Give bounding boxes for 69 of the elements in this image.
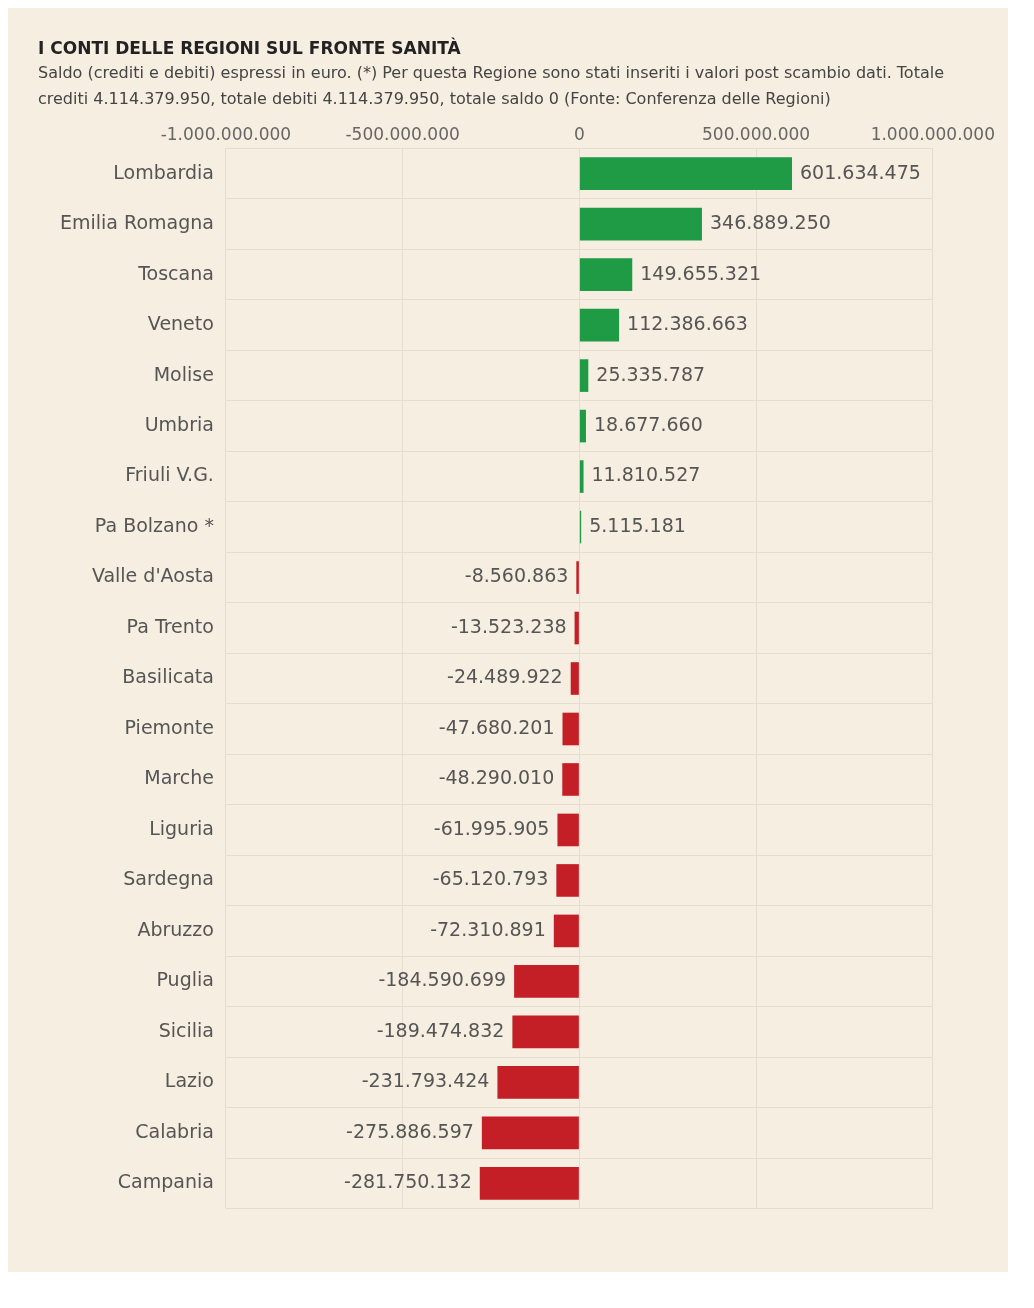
data-label: -72.310.891 bbox=[430, 917, 546, 940]
y-tick-label: Lazio bbox=[164, 1069, 214, 1092]
y-tick-label: Sardegna bbox=[123, 867, 214, 890]
data-label: -24.489.922 bbox=[447, 665, 563, 688]
data-label: 112.386.663 bbox=[627, 312, 748, 335]
bar bbox=[497, 1066, 579, 1099]
data-label: -281.750.132 bbox=[344, 1170, 472, 1193]
bar bbox=[481, 1116, 579, 1150]
bar bbox=[562, 763, 579, 796]
y-tick-label: Campania bbox=[117, 1170, 214, 1193]
data-label: 601.634.475 bbox=[800, 160, 921, 183]
y-tick-label: Molise bbox=[153, 362, 214, 385]
bar bbox=[579, 359, 589, 392]
x-tick-label: 500.000.000 bbox=[702, 123, 811, 144]
bar bbox=[579, 460, 584, 493]
data-label: -65.120.793 bbox=[432, 867, 549, 890]
bar bbox=[562, 712, 579, 746]
data-label: 149.655.321 bbox=[640, 261, 762, 284]
data-label: -48.290.010 bbox=[438, 766, 555, 789]
data-label: -231.793.424 bbox=[361, 1069, 490, 1092]
bar bbox=[556, 864, 579, 897]
bar bbox=[557, 813, 579, 847]
y-tick-label: Puglia bbox=[156, 968, 214, 991]
y-tick-label: Pa Trento bbox=[126, 614, 214, 637]
bar bbox=[574, 611, 579, 645]
y-tick-label: Calabria bbox=[135, 1119, 214, 1142]
bar bbox=[579, 409, 586, 443]
x-tick-label: 1.000.000.000 bbox=[870, 123, 995, 144]
x-tick-label: -1.000.000.000 bbox=[160, 123, 292, 144]
y-tick-label: Valle d'Aosta bbox=[91, 564, 214, 587]
data-label: 18.677.660 bbox=[593, 413, 703, 436]
y-tick-label: Emilia Romagna bbox=[60, 211, 214, 234]
data-label: -61.995.905 bbox=[433, 816, 550, 839]
data-label: -8.560.863 bbox=[464, 564, 569, 587]
data-label: -13.523.238 bbox=[450, 614, 567, 637]
data-label: 25.335.787 bbox=[596, 362, 706, 385]
bar bbox=[579, 207, 702, 241]
bar bbox=[512, 1015, 579, 1049]
y-tick-label: Abruzzo bbox=[137, 917, 214, 940]
y-tick-label: Liguria bbox=[149, 816, 214, 839]
y-tick-label: Lombardia bbox=[113, 160, 214, 183]
chart-title: I CONTI DELLE REGIONI SUL FRONTE SANITÀ bbox=[38, 38, 462, 58]
bar bbox=[579, 308, 620, 342]
y-tick-label: Marche bbox=[144, 766, 214, 789]
y-tick-label: Umbria bbox=[144, 413, 214, 436]
bar bbox=[479, 1167, 579, 1200]
bar bbox=[576, 561, 579, 594]
data-label: 5.115.181 bbox=[589, 513, 686, 536]
bar bbox=[514, 965, 579, 998]
y-tick-label: Friuli V.G. bbox=[125, 463, 214, 486]
y-tick-label: Toscana bbox=[137, 261, 214, 284]
y-tick-label: Basilicata bbox=[122, 665, 214, 688]
data-label: -47.680.201 bbox=[438, 715, 555, 738]
data-label: -189.474.832 bbox=[376, 1018, 505, 1041]
x-tick-label: -500.000.000 bbox=[345, 123, 460, 144]
data-label: -275.886.597 bbox=[346, 1119, 474, 1142]
bar bbox=[570, 662, 579, 695]
x-tick-label: 0 bbox=[573, 123, 585, 144]
y-tick-label: Pa Bolzano * bbox=[94, 513, 214, 536]
y-tick-label: Piemonte bbox=[124, 715, 214, 738]
bar bbox=[579, 157, 793, 190]
bar bbox=[553, 914, 579, 948]
data-label: 11.810.527 bbox=[591, 463, 701, 486]
data-label: 346.889.250 bbox=[709, 211, 831, 234]
y-tick-label: Sicilia bbox=[158, 1018, 214, 1041]
y-tick-label: Veneto bbox=[147, 312, 214, 335]
bar bbox=[579, 258, 633, 291]
data-label: -184.590.699 bbox=[378, 968, 507, 991]
chart-subtitle: Saldo (crediti e debiti) espressi in euro. (*) Per questa Regione sono stati inseriti i valori post scambio dati. Totale crediti 4.114.379.950, totale debiti 4.114.379.950, totale saldo 0 (Fonte: Conferenza delle Regioni) bbox=[38, 62, 945, 110]
